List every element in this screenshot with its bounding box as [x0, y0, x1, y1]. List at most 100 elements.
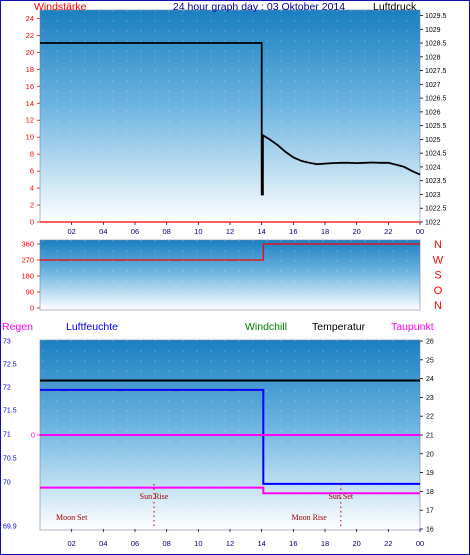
panel1-time-tick-label: 16: [289, 227, 297, 236]
panel3-time-tick-label: 04: [99, 539, 107, 548]
pressure-label: Luftdruck: [373, 1, 417, 13]
temperature-tick-label: 19: [426, 470, 434, 477]
humidity-tick-label: 70.5: [3, 456, 17, 463]
panel3-time-tick-label: 02: [67, 539, 75, 548]
temperature-tick-label: 25: [426, 357, 434, 364]
annotation-sun-rise: Sun Rise: [140, 492, 169, 501]
humidity-tick-label: 70: [3, 480, 11, 487]
wind-tick-label: 20: [26, 48, 34, 57]
wind-tick-label: 14: [26, 99, 34, 108]
wind-tick-label: 24: [26, 14, 34, 23]
panel3-time-tick-label: 08: [162, 539, 170, 548]
annotation-moon-rise: Moon Rise: [291, 513, 327, 522]
panel1-time-tick-label: 18: [321, 227, 329, 236]
rain-axis: 0: [31, 431, 40, 440]
panel1-time-axis: 02 04 06 08 10 12 14 16 18 20 22 00: [67, 222, 424, 236]
wind-tick-label: 18: [26, 65, 34, 74]
panel3-time-tick-label: 00: [416, 539, 424, 548]
temperature-tick-label: 23: [426, 395, 434, 402]
panel1-time-tick-label: 14: [257, 227, 265, 236]
panel2-series: [40, 243, 420, 261]
pressure-tick-label: 1026: [425, 109, 441, 116]
humidity-tick-label: 71.5: [3, 408, 17, 415]
humidity-tick-label: 71: [3, 432, 11, 439]
pressure-tick-label: 1025: [425, 137, 441, 144]
pressure-tick-label: 1026.5: [425, 96, 447, 103]
panel3-time-tick-label: 16: [289, 539, 297, 548]
panel1-time-tick-label: 04: [99, 227, 107, 236]
panel1-series: [40, 42, 421, 223]
wind-tick-label: 2: [30, 201, 34, 210]
wind-tick-label: 6: [30, 167, 34, 176]
panel3-time-axis: 02 04 06 08 10 12 14 16 18 20 22 00: [67, 529, 424, 548]
temperature-tick-label: 20: [426, 451, 434, 458]
humidity-tick-label: 72: [3, 385, 11, 392]
panel3-series: [40, 379, 420, 495]
pressure-tick-label: 1027.5: [425, 68, 447, 75]
compass-label: W: [433, 254, 444, 266]
pressure-tick-label: 1023.5: [425, 178, 447, 185]
compass-label: N: [434, 239, 442, 251]
pressure-tick-label: 1027: [425, 82, 441, 89]
pressure-axis: 1022 1022.5 1023 1023.5 1024 1024.5 1025 1025.5…: [420, 13, 447, 227]
annotation-sun-set: Sun Set: [328, 492, 353, 501]
panel3-time-tick-label: 20: [352, 539, 360, 548]
pressure-tick-label: 1022: [425, 220, 441, 227]
wind-direction-axis: 0 90 180 270 360: [21, 240, 40, 313]
pressure-tick-label: 1029: [425, 27, 441, 34]
humidity-label: Luftfeuchte: [66, 321, 118, 333]
humidity-axis: 69.9 70 70.5 71 71.5 72 72.5 73: [3, 339, 17, 531]
panel1-time-tick-label: 02: [67, 227, 75, 236]
annotation-moon-set: Moon Set: [56, 513, 88, 522]
windchill-label: Windchill: [245, 321, 287, 333]
panel1-time-tick-label: 00: [416, 227, 424, 236]
pressure-tick-label: 1024: [425, 164, 441, 171]
compass-label: S: [434, 270, 441, 282]
direction-tick-label: 0: [30, 304, 34, 313]
panel1-time-tick-label: 06: [131, 227, 139, 236]
panel1-time-tick-label: 12: [226, 227, 234, 236]
series-luftdruck: [40, 42, 421, 196]
panel1-time-tick-label: 20: [352, 227, 360, 236]
temperature-label: Temperatur: [312, 321, 366, 333]
wind-tick-label: 12: [26, 116, 34, 125]
temperature-tick-label: 26: [426, 339, 434, 346]
wind-tick-label: 10: [26, 133, 34, 142]
pressure-tick-label: 1028.5: [425, 41, 447, 48]
pressure-tick-label: 1023: [425, 192, 441, 199]
direction-tick-label: 360: [21, 240, 34, 249]
wind-strength-label: Windstärke: [34, 1, 87, 13]
panel3-time-tick-label: 22: [384, 539, 392, 548]
humidity-tick-label: 69.9: [3, 524, 17, 531]
rain-tick-label: 0: [31, 431, 35, 440]
humidity-tick-label: 72.5: [3, 362, 17, 369]
direction-tick-label: 90: [26, 288, 34, 297]
dewpoint-label: Taupunkt: [391, 321, 434, 333]
sun-moon-annotations: Sun Rise Sun Set Moon Set Moon Rise: [56, 484, 354, 529]
direction-tick-label: 270: [21, 256, 34, 265]
panel3-time-tick-label: 10: [194, 539, 202, 548]
temperature-axis: 16 17 18 19 20 21 22 23 24 25 26: [420, 339, 434, 534]
direction-tick-label: 180: [21, 272, 34, 281]
pressure-tick-label: 1028: [425, 54, 441, 61]
pressure-tick-label: 1025.5: [425, 123, 447, 130]
pressure-tick-label: 1022.5: [425, 206, 447, 213]
rain-label: Regen: [2, 321, 33, 333]
temperature-tick-label: 22: [426, 414, 434, 421]
panel1-time-tick-label: 08: [162, 227, 170, 236]
wind-tick-label: 8: [30, 150, 34, 159]
temperature-tick-label: 24: [426, 376, 434, 383]
compass-label: O: [434, 285, 443, 297]
pressure-tick-label: 1029.5: [425, 13, 447, 20]
panel3-time-tick-label: 14: [257, 539, 265, 548]
temperature-tick-label: 17: [426, 508, 434, 515]
series-taupunkt: [40, 486, 420, 495]
wind-tick-label: 0: [30, 218, 34, 227]
compass-label: N: [434, 300, 442, 312]
series-luftfeuchte: [40, 388, 420, 485]
wind-tick-label: 4: [30, 184, 34, 193]
panel3-time-tick-label: 12: [226, 539, 234, 548]
